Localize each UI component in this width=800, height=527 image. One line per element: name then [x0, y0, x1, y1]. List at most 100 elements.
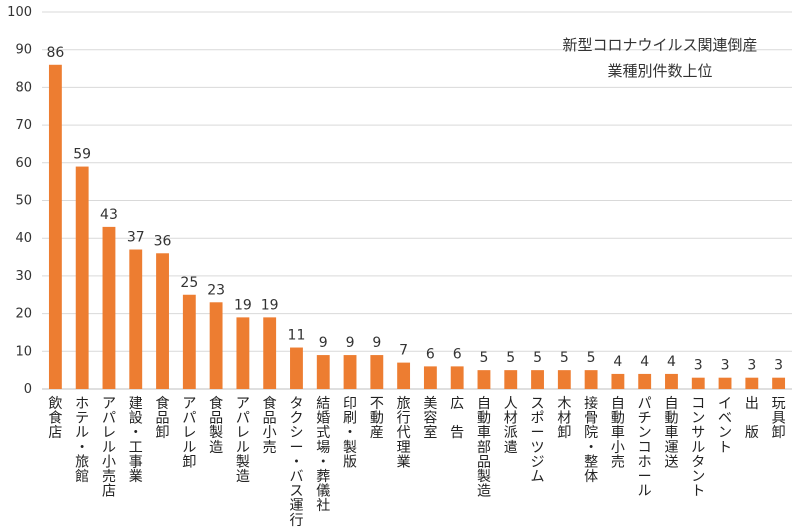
bar [156, 253, 169, 389]
category-label: 建設・工事業 [129, 396, 143, 485]
category-label-char: タ [289, 396, 303, 412]
y-tick-label: 30 [15, 269, 32, 284]
category-label-char: 旅 [397, 396, 411, 412]
category-label-char: 産 [370, 425, 384, 441]
bar [129, 249, 143, 389]
category-label-char: 容 [423, 410, 437, 427]
category-label-char: ツ [531, 440, 545, 456]
category-label-char: 製 [477, 469, 491, 485]
category-label-char: ン [718, 425, 732, 441]
category-label-char: 告 [450, 425, 464, 441]
category-label-char: 車 [664, 424, 678, 441]
category-label-char: 館 [75, 468, 89, 485]
category-label-char: 部 [477, 440, 491, 456]
bar [665, 373, 678, 389]
bar [691, 377, 705, 389]
bar [290, 347, 303, 389]
category-label-char: 遣 [504, 440, 518, 456]
category-label-char: ン [691, 469, 705, 485]
category-label-char: 造 [209, 440, 223, 456]
category-label-char: 食 [209, 395, 223, 412]
category-label-char: ト [718, 440, 732, 456]
category-label-char: 売 [611, 454, 625, 470]
category-label: ホテル・旅館 [75, 396, 89, 485]
data-label: 36 [154, 233, 172, 249]
data-label: 7 [399, 343, 408, 359]
category-label-char: ス [289, 484, 303, 500]
category-label-char: 品 [209, 411, 223, 427]
category-label-char: ル [102, 440, 116, 456]
y-tick-label: 70 [15, 118, 32, 133]
category-label-char: 葬 [316, 469, 330, 485]
data-label: 4 [613, 354, 622, 370]
category-label-char: 卸 [156, 425, 170, 441]
category-label-char: ル [638, 484, 652, 500]
bar [450, 366, 464, 389]
y-tick-label: 10 [15, 344, 32, 359]
category-label-char: 品 [263, 411, 277, 427]
category-label-char: パ [102, 411, 116, 427]
category-label-char: 造 [236, 469, 250, 485]
data-label: 6 [453, 346, 462, 362]
category-label-char: 行 [397, 411, 411, 427]
category-label-char: 玩 [772, 396, 786, 412]
category-label-char: ・ [316, 454, 330, 470]
bar [772, 377, 786, 389]
category-label-char: ン [691, 411, 705, 427]
bar [182, 294, 196, 389]
category-label-char: 造 [477, 484, 491, 500]
category-label-char: パ [236, 411, 250, 427]
data-label: 23 [207, 282, 225, 298]
category-label-char: 行 [289, 513, 303, 527]
category-label: 出 版 [745, 396, 759, 441]
data-label: 86 [46, 45, 64, 61]
category-label-char: 人 [504, 396, 518, 412]
category-label-char: 自 [477, 396, 491, 412]
category-labels: 飲食店ホテル・旅館アパレル小売店建設・工事業食品卸アパレル卸食品製造アパレル製造… [48, 395, 785, 527]
category-label-char: 設 [129, 411, 143, 427]
category-label-char: ・ [129, 425, 143, 441]
data-label: 3 [747, 358, 756, 374]
category-label-char: ル [75, 425, 89, 441]
category-label-char: 院 [584, 425, 598, 441]
category-label-char: ・ [584, 440, 598, 456]
category-label-char: ー [531, 425, 545, 441]
data-label: 19 [234, 297, 252, 313]
category-label-char: 店 [102, 484, 116, 500]
category-label-char [745, 411, 759, 427]
category-label-char: ス [531, 396, 545, 412]
category-label-char: 版 [745, 425, 759, 441]
category-label-char: ア [182, 396, 196, 412]
bar [370, 355, 384, 389]
category-label-char: 接 [584, 395, 598, 412]
category-label-char: 材 [557, 411, 571, 427]
category-label: 木材卸 [557, 396, 571, 441]
bar [209, 302, 223, 389]
category-label-char: 動 [477, 411, 491, 427]
y-tick-label: 40 [15, 231, 32, 246]
category-label-char: 刷 [343, 411, 357, 427]
data-label: 6 [426, 346, 435, 362]
category-label-char: 美 [423, 396, 437, 412]
category-label-char: 動 [611, 411, 625, 427]
category-label-char: 場 [316, 440, 330, 456]
data-label: 19 [261, 297, 279, 313]
category-label-char: 小 [611, 440, 625, 456]
category-label-char: 理 [397, 440, 411, 456]
category-label-char: パ [638, 396, 652, 412]
category-label-char: ・ [75, 440, 89, 456]
category-label-char: 建 [129, 396, 143, 412]
category-label-char: ル [182, 440, 196, 456]
y-tick-label: 60 [15, 156, 32, 171]
category-label-char: コ [691, 396, 705, 412]
bar [48, 64, 62, 389]
category-label-char: 卸 [772, 425, 786, 441]
